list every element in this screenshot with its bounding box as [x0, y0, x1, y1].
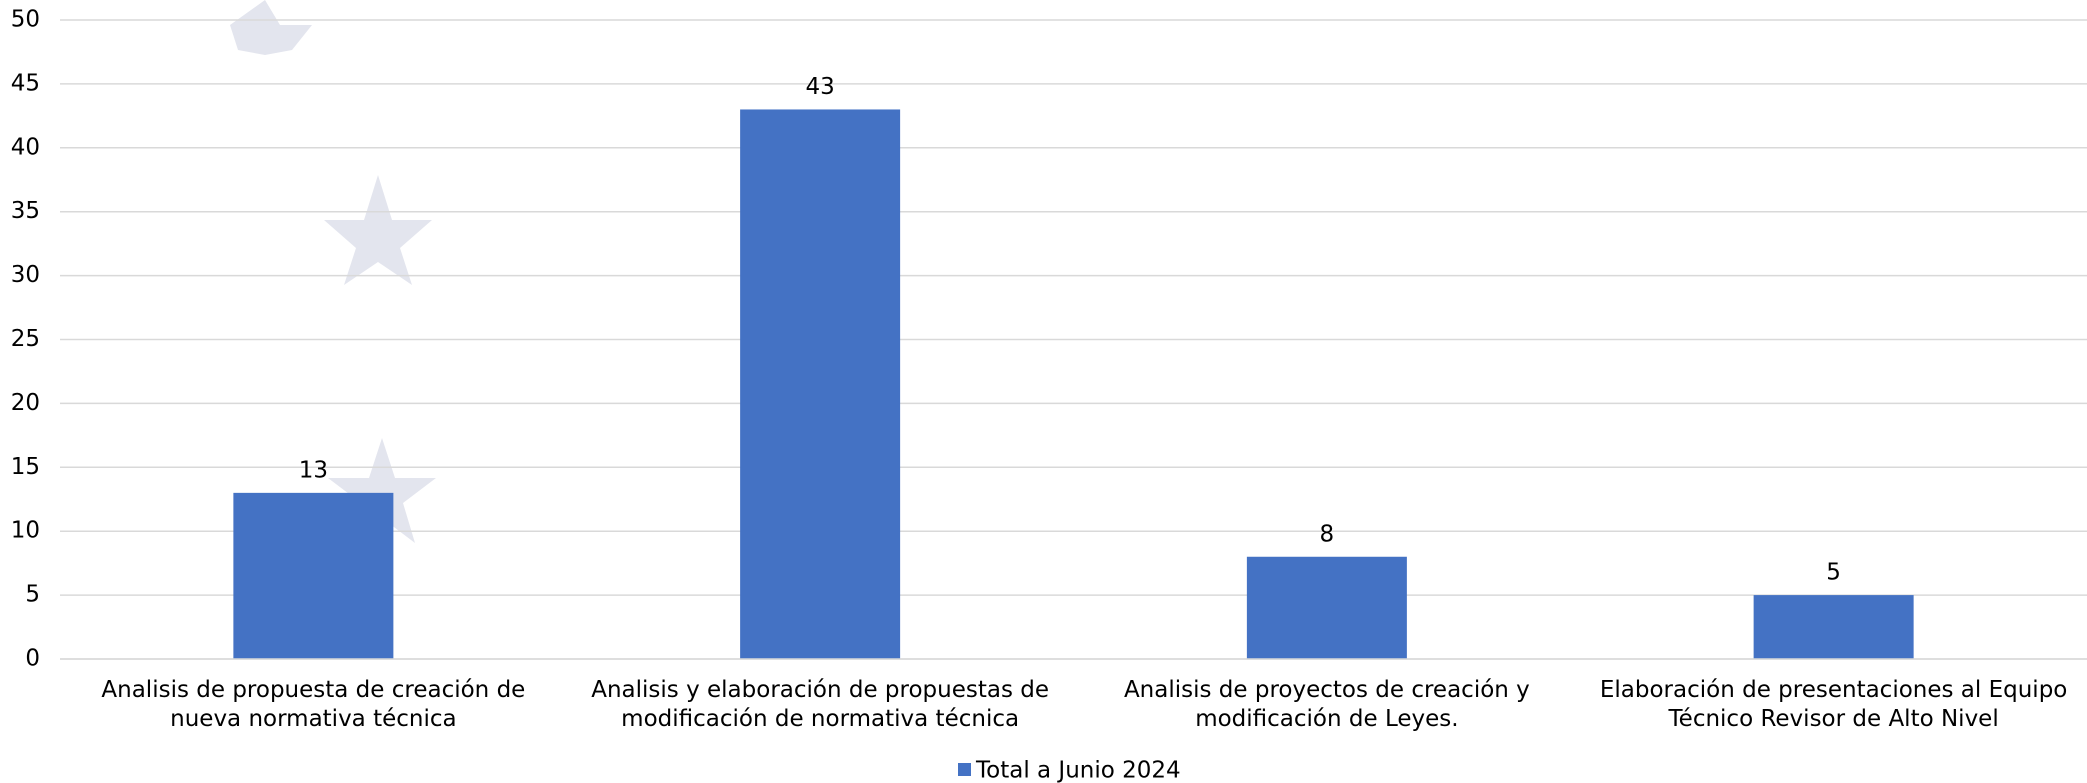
y-tick-label: 5 — [25, 582, 40, 608]
y-tick-label: 0 — [25, 646, 40, 672]
y-tick-label: 15 — [11, 454, 40, 480]
data-label: 5 — [1826, 560, 1841, 586]
y-tick-label: 25 — [11, 326, 40, 352]
bar — [1246, 556, 1407, 659]
x-tick-label: Analisis de proyectos de creación y modi… — [1123, 677, 1530, 732]
legend-label: Total a Junio 2024 — [975, 758, 1181, 783]
bar — [1753, 595, 1914, 659]
y-tick-label: 50 — [11, 7, 40, 33]
data-label: 8 — [1320, 521, 1335, 547]
y-tick-label: 30 — [11, 262, 40, 288]
legend-swatch — [958, 763, 971, 776]
y-tick-label: 45 — [11, 70, 40, 96]
x-tick-label: Analisis de propuesta de creación de nue… — [101, 677, 526, 732]
bar — [740, 109, 901, 659]
y-tick-label: 20 — [11, 390, 40, 416]
watermark — [230, 0, 436, 543]
data-label: 13 — [299, 457, 328, 483]
y-tick-label: 10 — [11, 518, 40, 544]
x-tick-label: Analisis y elaboración de propuestas de … — [591, 677, 1050, 732]
y-tick-label: 35 — [11, 198, 40, 224]
data-label: 43 — [805, 74, 834, 100]
bar — [233, 492, 394, 659]
x-tick-label: Elaboración de presentaciones al Equipo … — [1599, 677, 2068, 732]
y-tick-label: 40 — [11, 134, 40, 160]
